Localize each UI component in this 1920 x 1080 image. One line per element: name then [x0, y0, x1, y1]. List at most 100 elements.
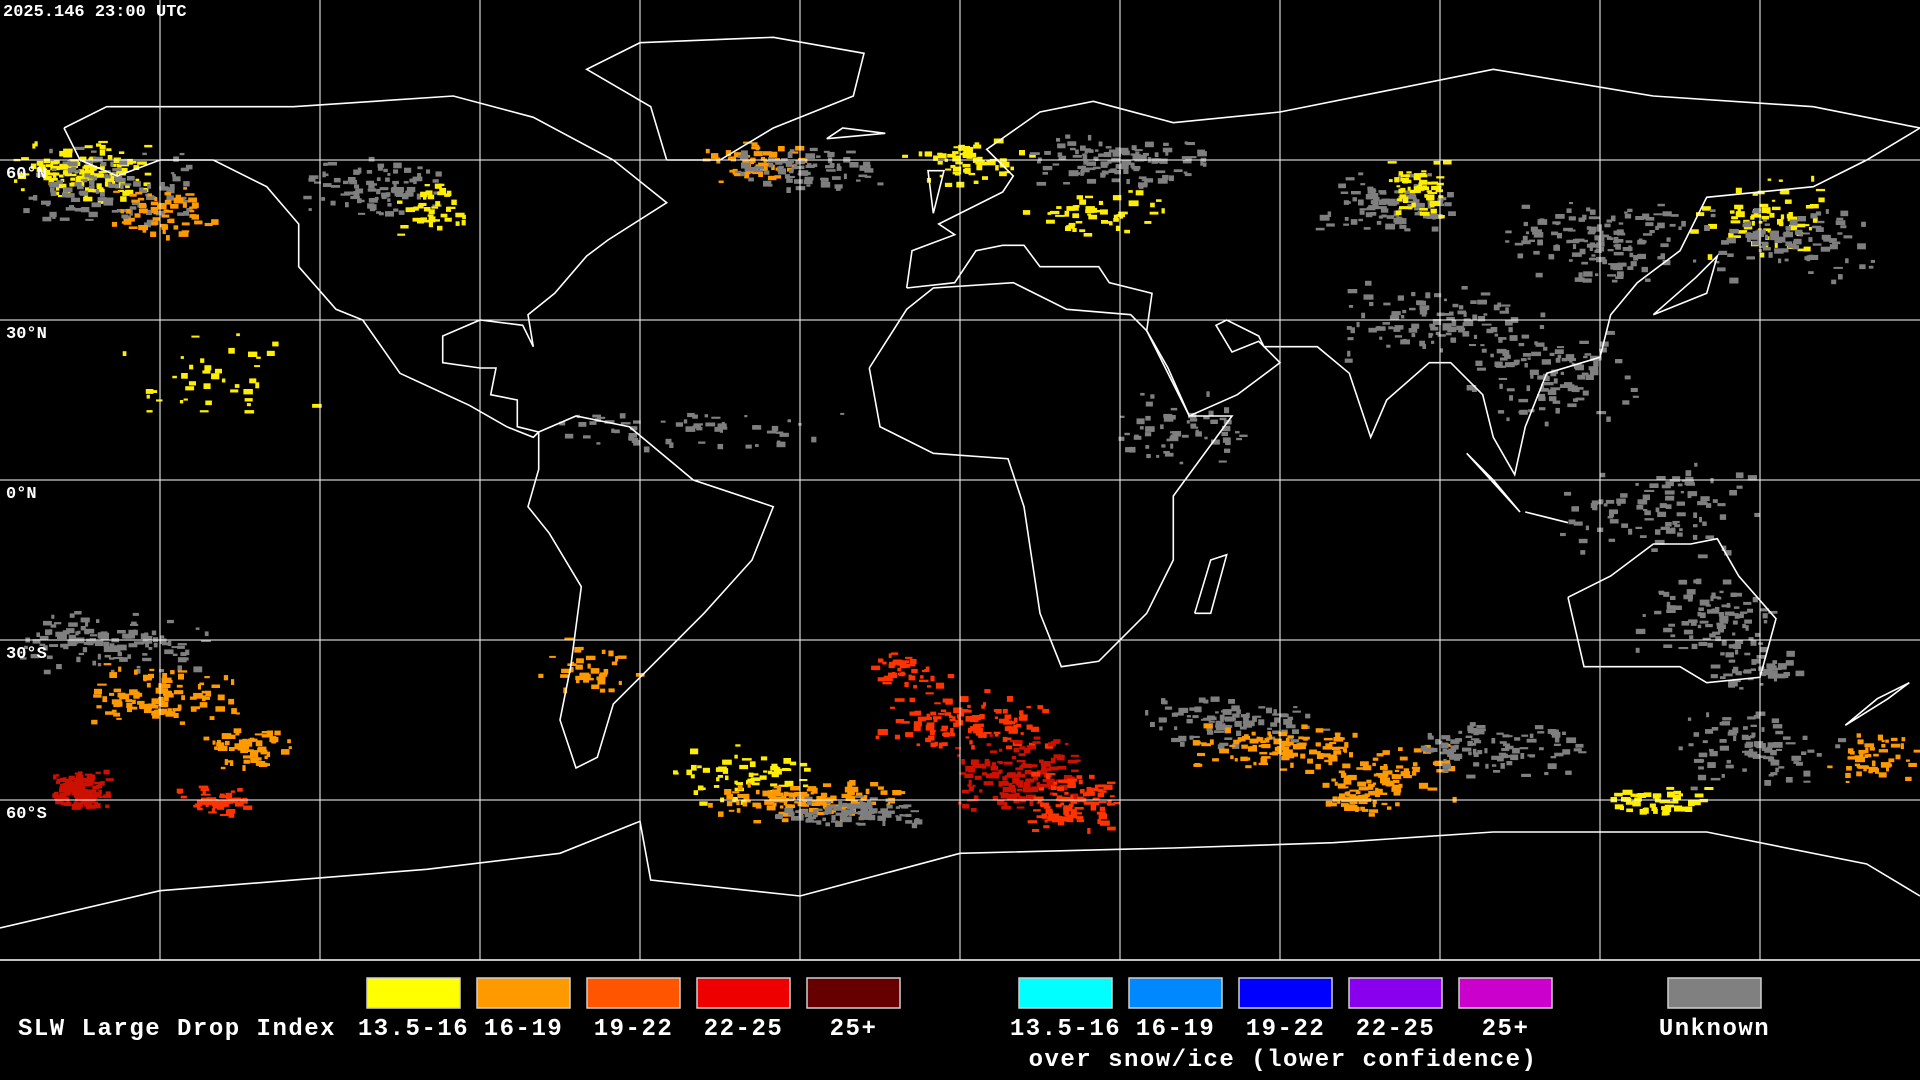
cloud-pixel: [1099, 806, 1106, 812]
cloud-pixel: [1404, 228, 1411, 232]
cloud-pixel: [1494, 361, 1503, 367]
cloud-pixel: [1691, 622, 1696, 626]
cloud-pixel: [1809, 204, 1819, 209]
cloud-pixel: [849, 806, 853, 811]
cloud-pixel: [1477, 316, 1486, 322]
cloud-pixel: [1026, 724, 1033, 730]
cloud-pixel: [941, 742, 948, 746]
cloud-pixel: [1053, 781, 1058, 785]
cloud-pixel: [1252, 716, 1257, 722]
cloud-pixel: [629, 426, 638, 431]
cloud-pixel: [1466, 774, 1476, 779]
cloud-pixel: [103, 199, 114, 206]
cloud-pixel: [1574, 238, 1585, 242]
cloud-pixel: [1150, 394, 1155, 399]
cloud-pixel: [1409, 189, 1419, 193]
cloud-pixel: [42, 169, 51, 175]
cloud-pixel: [1189, 707, 1200, 711]
cloud-pixel: [423, 194, 427, 200]
cloud-pixel: [1668, 623, 1675, 627]
cloud-pixel: [261, 734, 272, 738]
cloud-pixel: [86, 774, 96, 780]
cloud-pixel: [416, 193, 421, 200]
cloud-pixel: [211, 373, 220, 380]
cloud-pixel: [816, 820, 822, 825]
cloud-pixel: [1174, 712, 1184, 716]
cloud-pixel: [92, 785, 100, 790]
cloud-pixel: [1880, 762, 1891, 768]
cloud-pixel: [99, 192, 105, 197]
cloud-pixel: [1469, 722, 1476, 727]
cloud-pixel: [1447, 192, 1454, 198]
cloud-pixel: [721, 421, 725, 427]
cloud-pixel: [861, 810, 869, 814]
cloud-pixel: [1655, 507, 1660, 513]
cloud-pixel: [882, 820, 886, 826]
cloud-pixel: [748, 167, 755, 172]
cloud-pixel: [896, 816, 902, 821]
cloud-pixel: [142, 653, 148, 656]
cloud-pixel: [1458, 329, 1465, 333]
cloud-pixel: [751, 782, 760, 786]
legend-label: 22-25: [704, 1016, 784, 1043]
cloud-pixel: [848, 811, 852, 817]
cloud-pixel: [128, 643, 138, 648]
cloud-pixel: [138, 225, 148, 231]
cloud-pixel: [191, 335, 200, 338]
cloud-pixel: [1480, 344, 1485, 347]
cloud-pixel: [811, 802, 821, 806]
cloud-pixel: [754, 166, 764, 170]
cloud-pixel: [79, 190, 89, 196]
cloud-pixel: [933, 155, 939, 161]
cloud-pixel: [94, 688, 102, 695]
cloud-pixel: [1868, 265, 1874, 269]
cloud-pixel: [767, 175, 777, 181]
cloud-pixel: [189, 214, 196, 218]
cloud-pixel: [1617, 501, 1621, 506]
cloud-pixel: [1242, 736, 1250, 740]
cloud-pixel: [176, 788, 184, 793]
cloud-pixel: [811, 787, 818, 794]
cloud-pixel: [49, 644, 59, 647]
cloud-pixel: [97, 653, 101, 660]
cloud-pixel: [1630, 261, 1637, 267]
cloud-pixel: [1245, 765, 1252, 769]
cloud-pixel: [696, 427, 703, 431]
cloud-pixel: [151, 221, 158, 225]
cloud-pixel: [354, 184, 360, 189]
cloud-pixel: [1292, 744, 1302, 750]
cloud-pixel: [1372, 782, 1377, 785]
cloud-pixel: [1347, 289, 1358, 294]
cloud-pixel: [366, 170, 373, 174]
cloud-pixel: [788, 792, 792, 796]
cloud-pixel: [100, 161, 107, 167]
cloud-pixel: [133, 183, 138, 186]
cloud-pixel: [1491, 755, 1501, 760]
cloud-pixel: [1758, 666, 1765, 671]
cloud-pixel: [930, 675, 935, 682]
cloud-pixel: [1239, 726, 1247, 730]
cloud-pixel: [1566, 208, 1572, 213]
cloud-pixel: [1427, 173, 1432, 177]
cloud-pixel: [1544, 772, 1549, 776]
cloud-pixel: [577, 646, 584, 651]
cloud-pixel: [172, 375, 177, 379]
cloud-pixel: [1890, 743, 1901, 748]
cloud-pixel: [1459, 305, 1464, 310]
cloud-pixel: [122, 191, 130, 196]
cloud-pixel: [687, 412, 695, 418]
cloud-pixel: [80, 178, 88, 182]
cloud-pixel: [899, 814, 903, 817]
cloud-pixel: [83, 642, 89, 645]
cloud-pixel: [1767, 230, 1771, 233]
cloud-pixel: [1617, 232, 1626, 236]
cloud-pixel: [693, 423, 703, 426]
cloud-pixel: [28, 196, 35, 200]
cloud-pixel: [1045, 808, 1053, 814]
cloud-pixel: [1040, 802, 1050, 807]
cloud-pixel: [1593, 361, 1599, 367]
cloud-pixel: [993, 772, 1000, 779]
cloud-pixel: [1719, 722, 1724, 726]
cloud-pixel: [1441, 742, 1449, 749]
cloud-pixel: [1279, 713, 1288, 717]
